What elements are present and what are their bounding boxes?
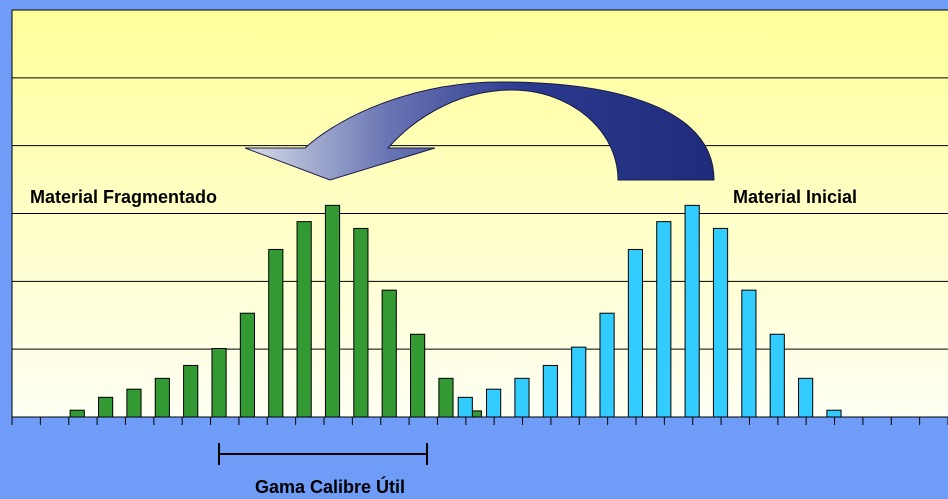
bar bbox=[154, 377, 170, 418]
annotation: Material Inicial bbox=[733, 187, 857, 207]
bar bbox=[542, 364, 558, 418]
bar bbox=[769, 333, 785, 418]
bar bbox=[69, 409, 85, 418]
bar bbox=[126, 388, 142, 418]
bar bbox=[599, 312, 615, 418]
bar bbox=[684, 204, 700, 418]
bar bbox=[239, 312, 256, 418]
bar bbox=[438, 377, 454, 418]
bar bbox=[741, 289, 757, 418]
bar bbox=[656, 221, 672, 418]
bar bbox=[183, 364, 199, 418]
bar bbox=[353, 227, 369, 418]
bar bbox=[324, 204, 341, 418]
bar bbox=[381, 289, 397, 418]
bar bbox=[486, 388, 502, 418]
bar bbox=[627, 248, 644, 418]
bar bbox=[268, 248, 284, 418]
bar bbox=[826, 409, 842, 418]
bar bbox=[98, 396, 114, 418]
bar bbox=[571, 346, 587, 418]
bar bbox=[410, 333, 426, 418]
annotation: Material Fragmentado bbox=[30, 187, 217, 207]
bar bbox=[798, 377, 814, 418]
bar bbox=[457, 396, 473, 418]
bar bbox=[514, 377, 530, 418]
curved-arrow bbox=[244, 81, 715, 181]
bar bbox=[712, 227, 729, 418]
bar bbox=[211, 347, 227, 418]
bar bbox=[296, 221, 312, 418]
annotation: Gama Calibre Útil bbox=[255, 476, 405, 497]
